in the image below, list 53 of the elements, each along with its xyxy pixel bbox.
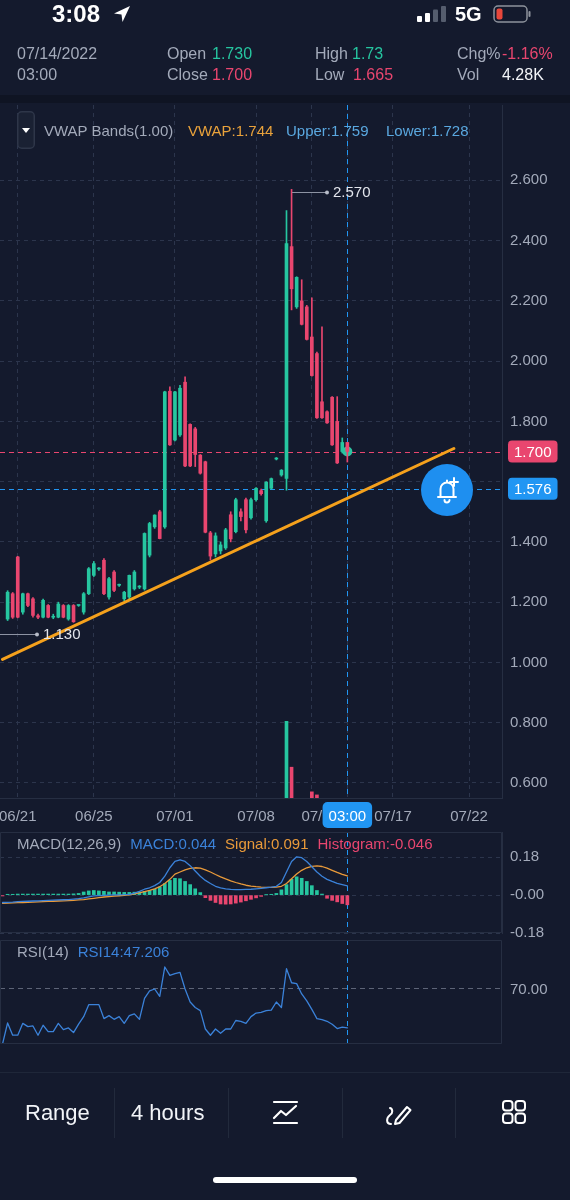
x-tick-label: 06/21 xyxy=(0,807,37,825)
annotation: Upper:1.759 xyxy=(286,121,369,139)
text: 4.28K xyxy=(502,66,544,83)
y-tick-label: 0.600 xyxy=(510,773,548,791)
text: Low xyxy=(315,66,345,83)
x-tick-label: 03:00 xyxy=(328,807,367,825)
ref-line-label: 1.700 xyxy=(514,442,552,460)
annotation: VWAP:1.744 xyxy=(188,121,274,139)
y-tick-label: 2.400 xyxy=(510,230,548,248)
y-tick-label: -0.00 xyxy=(510,885,545,903)
annotation: 2.570 xyxy=(333,182,371,200)
y-tick-label: 1.200 xyxy=(510,592,548,610)
text: 1.700 xyxy=(212,66,253,83)
y-tick-label: 1.400 xyxy=(510,532,548,550)
y-tick-label: 0.800 xyxy=(510,712,548,730)
annotation: Lower:1.728 xyxy=(386,121,469,139)
y-tick-label: 1.000 xyxy=(510,652,548,670)
y-tick-label: -0.18 xyxy=(510,923,545,941)
x-tick-label: 07/08 xyxy=(237,807,275,825)
text: Open xyxy=(167,45,207,62)
text: -1.16% xyxy=(502,45,553,62)
text: 3:08 xyxy=(52,0,101,27)
text: 07/14/2022 xyxy=(17,45,98,62)
chart-title: RSI(14) xyxy=(17,943,69,960)
y-tick-label: 1.800 xyxy=(510,411,548,429)
x-tick-label: 07/01 xyxy=(156,807,194,825)
text: 4 hours xyxy=(131,1100,205,1125)
x-tick-label: 07/ xyxy=(301,807,324,825)
y-tick-label: 2.600 xyxy=(510,170,548,188)
text: 5G xyxy=(455,3,482,25)
y-tick-label: 2.000 xyxy=(510,351,548,369)
series-label: Signal:0.091 xyxy=(225,835,309,852)
text: 03:00 xyxy=(17,66,58,83)
text: Close xyxy=(167,66,208,83)
text: 1.73 xyxy=(352,45,384,62)
chart-title: MACD(12,26,9) xyxy=(17,835,122,852)
text: 1.665 xyxy=(353,66,394,83)
series-label: Histogram:-0.046 xyxy=(317,835,433,852)
ref-line-label: 1.576 xyxy=(514,480,552,497)
text: High xyxy=(315,45,348,62)
text: Vol xyxy=(457,66,480,83)
series-label: MACD:0.044 xyxy=(130,835,217,852)
annotation: VWAP Bands(1.00) xyxy=(44,121,174,139)
text: Range xyxy=(25,1100,90,1125)
y-tick-label: 2.200 xyxy=(510,290,548,308)
y-tick-label: 0.18 xyxy=(510,847,540,865)
text: 70.00 xyxy=(510,979,548,997)
x-tick-label: 06/25 xyxy=(75,807,113,825)
series-label: RSI14:47.206 xyxy=(77,943,170,960)
x-tick-label: 07/17 xyxy=(374,807,412,825)
text: Chg% xyxy=(457,45,501,62)
text: 1.730 xyxy=(212,45,253,62)
x-tick-label: 07/22 xyxy=(450,807,488,825)
